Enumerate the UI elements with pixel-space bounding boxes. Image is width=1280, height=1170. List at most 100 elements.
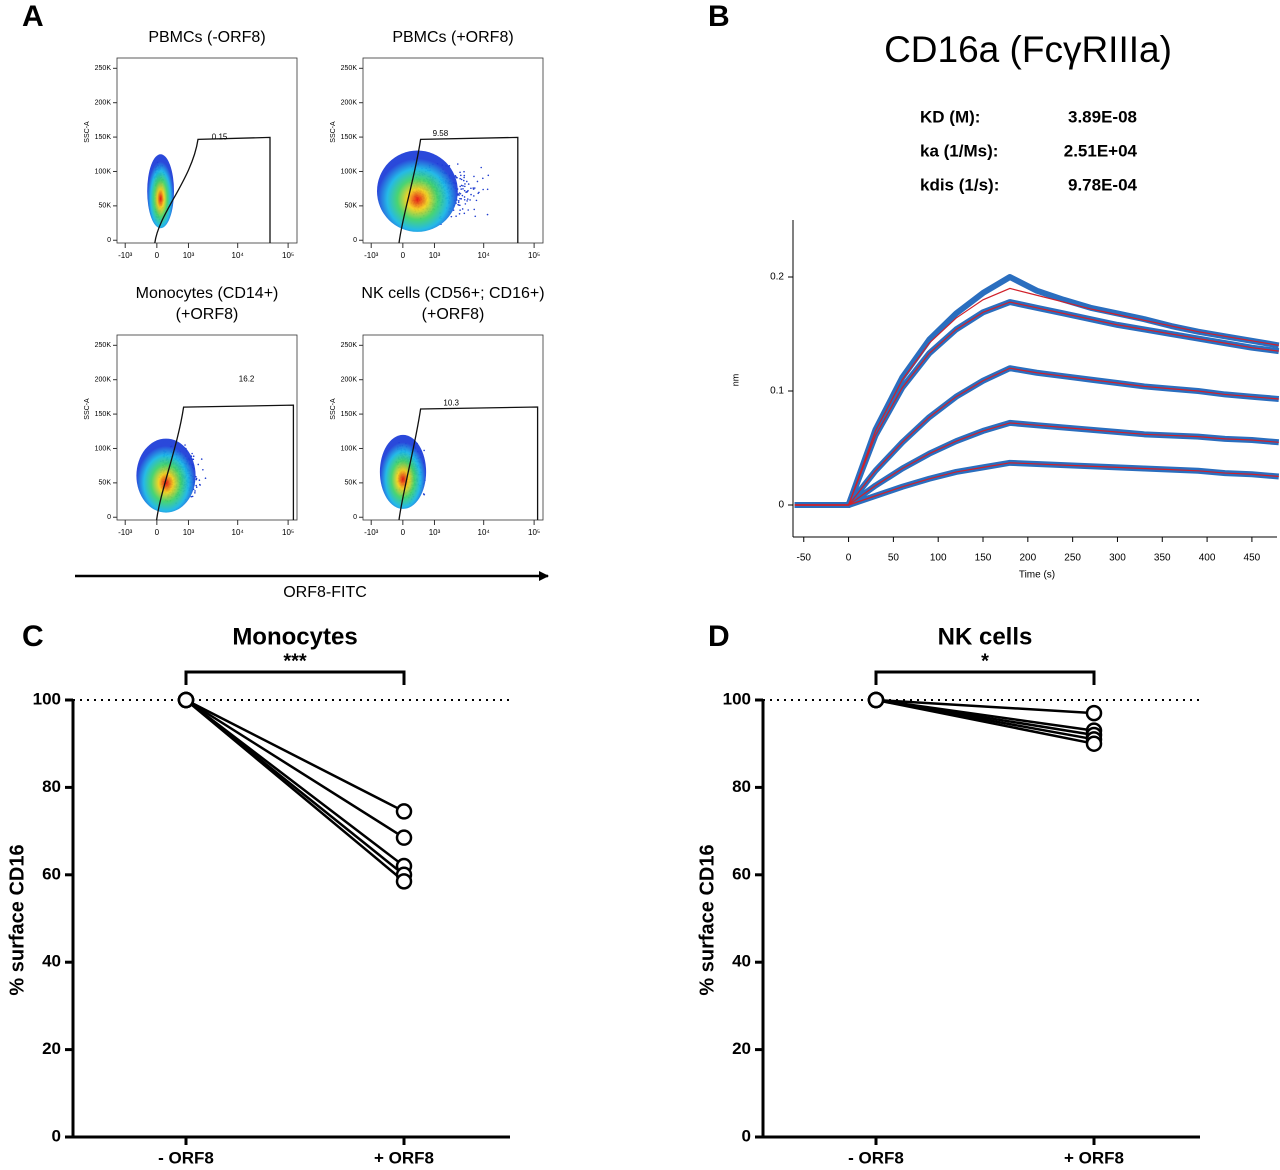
y-tick-label: 40	[42, 952, 61, 971]
y-tick-label: 150K	[95, 411, 112, 418]
density-dot	[459, 192, 462, 195]
density-dot	[457, 199, 460, 202]
density-dot	[462, 179, 465, 182]
density-dot	[464, 203, 467, 205]
x-tick-label: 10³	[429, 528, 441, 537]
significance: ***	[283, 650, 307, 672]
gate	[398, 136, 519, 244]
density-dot	[486, 188, 489, 191]
density-dot	[466, 198, 469, 200]
x-tick-label: 400	[1199, 553, 1216, 564]
gate-percent: 16.2	[239, 375, 255, 384]
density-dot	[463, 176, 465, 179]
density-dot	[460, 198, 463, 200]
density-dot	[456, 163, 459, 165]
marker	[177, 691, 195, 709]
density-core	[379, 434, 427, 509]
density-dot	[459, 171, 461, 174]
y-tick-label: 250K	[95, 65, 112, 72]
y-tick-label: 100	[33, 689, 61, 708]
plot-frame	[362, 57, 544, 244]
x-tick-label: 10⁴	[232, 251, 245, 260]
density-dot	[467, 183, 470, 185]
y-tick-label: 80	[732, 777, 751, 796]
density-dot	[197, 463, 200, 466]
panel-label: A	[22, 0, 44, 33]
density-dot	[472, 187, 475, 189]
x-tick-label: 10⁵	[528, 528, 540, 537]
pair-line	[875, 698, 1095, 715]
density-dot	[460, 188, 463, 190]
density-dot	[482, 188, 484, 191]
density-dot	[461, 208, 464, 210]
density-dot	[473, 187, 476, 189]
density-dot	[460, 184, 463, 187]
chart-title: Monocytes	[232, 623, 357, 650]
density-dot	[461, 194, 464, 197]
density-dot	[463, 212, 466, 215]
density-dot	[466, 180, 468, 183]
density-dot	[464, 185, 466, 188]
x-tick-label: 0	[846, 553, 852, 564]
y-tick-label: 150K	[341, 411, 358, 418]
y-tick-label: 40	[732, 952, 751, 971]
y-axis-label: % surface CD16	[6, 844, 28, 995]
y-tick-label: 60	[732, 864, 751, 883]
density-dot	[200, 458, 203, 460]
y-tick-label: 0	[778, 500, 784, 511]
chart-title: NK cells	[938, 623, 1033, 650]
x-tick-label: 10⁵	[282, 251, 294, 260]
density-dot	[465, 191, 467, 193]
y-tick-label: 0	[353, 237, 357, 244]
density-dot	[458, 212, 461, 215]
density-dot	[191, 495, 194, 498]
pair-line	[185, 698, 405, 813]
x-tick-label: 450	[1244, 553, 1261, 564]
gate-percent: 9.58	[433, 129, 449, 138]
panel-label: B	[708, 0, 730, 33]
density-dot	[473, 195, 475, 197]
density-dot	[476, 180, 479, 183]
marker	[1085, 735, 1103, 752]
x-tick-label: 10⁴	[232, 528, 245, 537]
density-dot	[192, 458, 195, 461]
significance: *	[981, 650, 989, 672]
x-tick-label: 300	[1109, 553, 1126, 564]
density-dot	[199, 484, 201, 486]
y-tick-label: 50K	[345, 480, 358, 487]
x-tick-label: 10⁵	[282, 528, 294, 537]
y-tick-label: 20	[732, 1039, 751, 1058]
marker	[395, 873, 413, 890]
density-dot	[450, 215, 453, 218]
chart-title: CD16a (FcγRIIIa)	[884, 29, 1172, 70]
density-core	[147, 154, 175, 229]
significance-bracket	[184, 670, 406, 685]
x-tick-label: 250	[1064, 553, 1081, 564]
x-tick-label: 350	[1154, 553, 1171, 564]
y-tick-label: 50K	[99, 203, 112, 210]
x-tick-label: -10³	[364, 528, 379, 537]
density-dot	[470, 193, 472, 196]
density-dot	[463, 196, 466, 198]
density-dot	[192, 455, 195, 458]
y-tick-label: 250K	[341, 65, 358, 72]
y-tick-label: 200K	[95, 100, 112, 107]
axis-label: ORF8-FITC	[283, 584, 367, 601]
gate	[155, 404, 295, 521]
density-dot	[204, 477, 207, 479]
x-tick-label: 10³	[183, 528, 195, 537]
gate	[398, 406, 539, 521]
pair-line	[875, 698, 1095, 745]
y-tick-label: 80	[42, 777, 61, 796]
density-dot	[463, 170, 465, 173]
density-dot	[459, 185, 461, 188]
density-dot	[184, 444, 186, 446]
plot-title: (+ORF8)	[422, 306, 485, 323]
x-tick-label: 50	[888, 553, 900, 564]
x-tick-label: 0	[401, 528, 406, 537]
x-tick-label: 10⁴	[478, 528, 491, 537]
density-dot	[466, 200, 468, 202]
gate-percent: 10.3	[443, 399, 459, 408]
kinetics-label: kdis (1/s):	[920, 175, 999, 194]
x-tick-label: 10³	[183, 251, 195, 260]
